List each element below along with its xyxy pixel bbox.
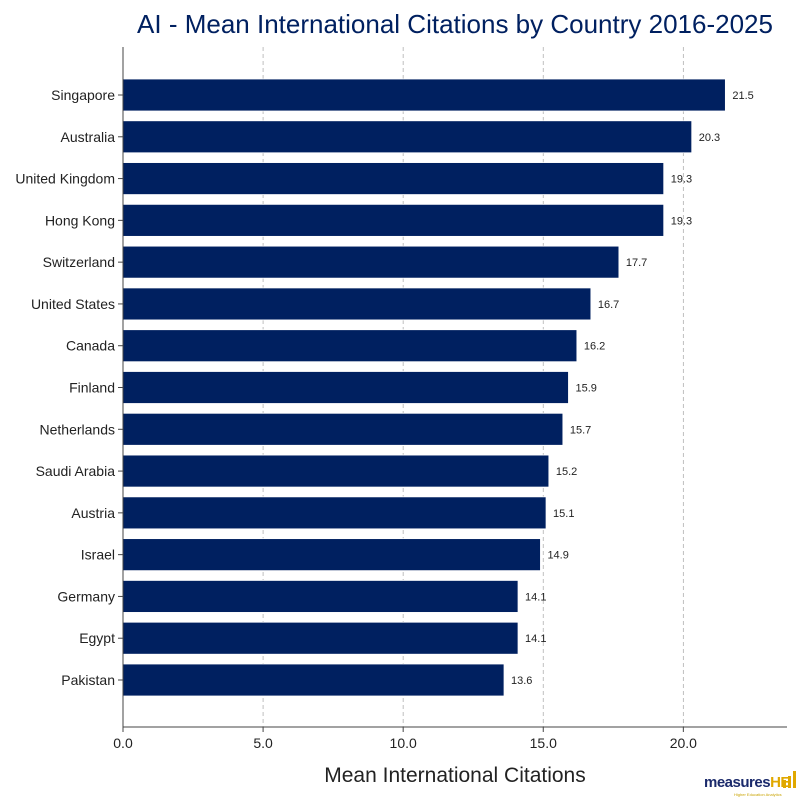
y-tick-label: Egypt	[79, 630, 115, 646]
y-tick-label: United States	[31, 296, 115, 312]
data-label: 15.1	[553, 508, 574, 520]
bar	[122, 203, 665, 237]
bar	[122, 454, 550, 488]
y-tick-label: Finland	[69, 380, 115, 396]
y-tick-label: Netherlands	[40, 421, 116, 437]
data-label: 15.2	[556, 466, 577, 478]
x-tick-label: 10.0	[390, 735, 417, 751]
bar	[122, 580, 519, 613]
data-label: 13.6	[511, 675, 532, 687]
data-label: 15.9	[575, 383, 596, 395]
y-tick-label: Saudi Arabia	[36, 463, 116, 479]
y-tick-label: United Kingdom	[15, 171, 115, 187]
data-label: 17.7	[626, 257, 647, 269]
data-label: 14.1	[525, 591, 546, 603]
bar	[122, 371, 569, 404]
y-tick-label: Singapore	[51, 87, 115, 103]
bar	[122, 496, 547, 530]
data-label: 19.3	[671, 174, 692, 186]
y-tick-label: Austria	[71, 505, 115, 521]
data-label: 19.3	[671, 215, 692, 227]
chart-title: AI - Mean International Citations by Cou…	[137, 9, 773, 39]
x-tick-label: 15.0	[530, 735, 557, 751]
x-tick-label: 20.0	[670, 735, 697, 751]
data-label: 16.7	[598, 299, 619, 311]
y-tick-label: Switzerland	[43, 254, 115, 270]
bar	[122, 538, 541, 572]
y-tick-label: Israel	[81, 547, 115, 563]
bar	[122, 329, 578, 363]
x-axis-label: Mean International Citations	[324, 764, 586, 787]
bar	[122, 287, 592, 321]
y-tick-label: Pakistan	[61, 672, 115, 688]
data-label: 14.9	[547, 550, 568, 562]
data-label: 16.2	[584, 341, 605, 353]
measureshe-logo: measuresHE Higher Education Analytics	[704, 768, 800, 798]
y-tick-label: Canada	[66, 338, 115, 354]
data-label: 20.3	[699, 132, 720, 144]
y-tick-label: Hong Kong	[45, 212, 115, 228]
data-label: 21.5	[732, 90, 753, 102]
bar	[122, 621, 519, 655]
bar	[122, 162, 665, 195]
bar	[122, 412, 564, 446]
x-tick-label: 0.0	[113, 735, 133, 751]
bar-logo-icon	[783, 771, 796, 788]
bar	[122, 78, 726, 112]
y-tick-label: Australia	[61, 129, 116, 145]
data-label: 15.7	[570, 424, 591, 436]
data-label: 14.1	[525, 633, 546, 645]
bar	[122, 120, 693, 154]
bar	[122, 245, 620, 279]
x-tick-label: 5.0	[253, 735, 273, 751]
y-tick-label: Germany	[57, 588, 115, 604]
bar	[122, 663, 505, 697]
